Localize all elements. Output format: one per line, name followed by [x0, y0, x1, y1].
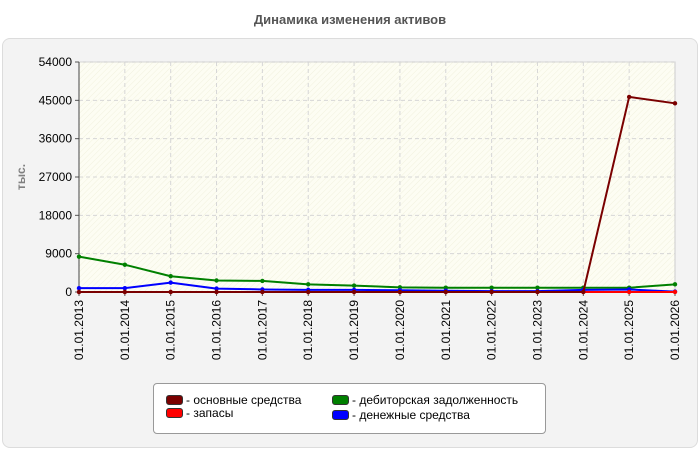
legend-swatch-fixed-assets	[166, 395, 183, 405]
data-point	[214, 278, 219, 283]
series-lines	[76, 94, 678, 295]
data-point	[76, 285, 82, 291]
data-point	[672, 101, 678, 106]
y-tick-label: 0	[65, 285, 72, 299]
legend-label-inventory: запасы	[193, 406, 234, 420]
legend-label-receivables: дебиторская задолженность	[359, 393, 519, 407]
x-tick-label: 01.01.2022	[485, 300, 499, 360]
data-point	[581, 289, 586, 295]
data-point	[168, 274, 173, 279]
x-tick-label: 01.01.2016	[210, 300, 224, 360]
legend-label: -	[186, 406, 194, 420]
data-point	[306, 289, 311, 295]
tick-labels: 0 9000 18000 27000 36000 45000 54000 01.01.2013…	[39, 55, 682, 360]
y-tick-label: 54000	[39, 55, 73, 69]
legend-swatch-inventory	[166, 408, 183, 418]
legend-label: -	[352, 393, 360, 407]
data-point	[214, 286, 219, 291]
data-point	[672, 282, 678, 287]
data-point	[535, 285, 540, 290]
x-tick-label: 01.01.2018	[301, 300, 315, 360]
x-tick-label: 01.01.2024	[576, 300, 590, 360]
data-point	[626, 94, 632, 100]
data-point	[489, 285, 494, 290]
y-tick-label: 18000	[39, 208, 73, 222]
x-tick-label: 01.01.2019	[347, 300, 361, 360]
legend-item-cash: - денежные средства	[332, 408, 470, 422]
legend-swatch-receivables	[332, 395, 349, 405]
x-tick-label: 01.01.2021	[439, 300, 453, 360]
data-point	[397, 289, 403, 295]
legend-item-fixed-assets: - основные средства	[166, 393, 301, 407]
legend-label: -	[352, 408, 360, 422]
data-point	[489, 289, 494, 295]
data-point	[168, 289, 173, 295]
x-tick-label: 01.01.2015	[164, 300, 178, 360]
data-point	[260, 289, 265, 295]
legend-item-inventory: - запасы	[166, 406, 233, 420]
data-point	[122, 285, 128, 291]
x-tick-label: 01.01.2026	[668, 300, 682, 360]
legend-item-receivables: - дебиторская задолженность	[332, 393, 518, 407]
series-line-3	[79, 281, 676, 293]
legend-label-fixed-assets: основные средства	[193, 393, 302, 407]
data-point	[122, 289, 128, 295]
series-line-2	[78, 255, 676, 289]
data-point	[306, 282, 311, 287]
chart-title: Динамика изменения активов	[253, 12, 447, 27]
y-tick-label: 36000	[39, 132, 73, 146]
legend: - основные средства - запасы - дебиторск…	[153, 383, 546, 434]
grid-lines	[79, 61, 675, 292]
data-point	[351, 289, 357, 295]
legend-swatch-cash	[332, 410, 349, 420]
data-point	[351, 283, 357, 288]
legend-label: -	[186, 393, 194, 407]
data-point	[214, 289, 219, 295]
x-tick-label: 01.01.2020	[393, 300, 407, 360]
y-tick-label: 45000	[39, 93, 73, 107]
x-tick-label: 01.01.2013	[72, 300, 86, 360]
series-line-0	[79, 95, 676, 293]
data-point	[76, 254, 82, 259]
y-tick-label: 9000	[45, 247, 72, 261]
data-point	[122, 262, 128, 267]
legend-label-cash: денежные средства	[359, 408, 470, 422]
y-axis-label: тыс.	[14, 164, 28, 190]
y-tick-label: 27000	[39, 170, 73, 184]
x-tick-label: 01.01.2025	[622, 300, 636, 360]
data-point	[443, 289, 448, 295]
data-point	[535, 289, 540, 295]
data-point	[626, 289, 632, 295]
data-point	[672, 289, 678, 295]
data-point	[260, 278, 265, 284]
x-tick-label: 01.01.2014	[118, 300, 132, 360]
data-point	[76, 289, 82, 295]
data-point	[168, 280, 173, 285]
x-tick-label: 01.01.2017	[255, 300, 269, 360]
x-tick-label: 01.01.2023	[530, 300, 544, 360]
